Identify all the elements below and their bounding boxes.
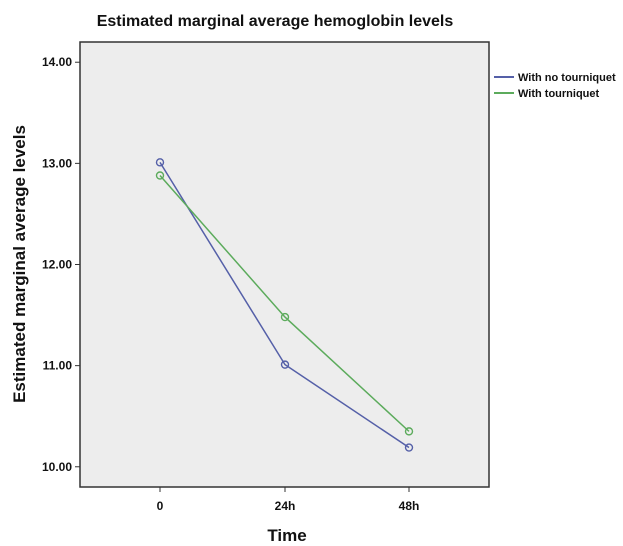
data-point	[155, 158, 165, 167]
y-tick-label: 10.00	[42, 460, 72, 474]
x-axis: 0 24h 48h	[157, 487, 420, 513]
plot-area	[79, 41, 490, 488]
series-layer	[155, 158, 414, 452]
x-tick-label: 48h	[399, 499, 420, 513]
data-point	[404, 443, 414, 452]
series-line-2	[159, 175, 410, 432]
y-tick-label: 13.00	[42, 156, 72, 170]
legend-label: With no tourniquet	[518, 72, 616, 84]
y-axis-title: Estimated marginal average levels	[10, 125, 29, 403]
x-tick-label: 0	[157, 499, 164, 513]
x-tick-label: 24h	[275, 499, 296, 513]
x-axis-title: Time	[267, 526, 306, 545]
y-tick-label: 12.00	[42, 258, 72, 272]
data-point	[155, 171, 165, 180]
y-axis: 10.00 11.00 12.00 13.00 14.00	[42, 55, 80, 474]
data-point	[404, 427, 414, 436]
y-tick-label: 11.00	[43, 359, 73, 373]
data-point	[280, 360, 290, 369]
legend: With no tourniquet With tourniquet	[494, 72, 616, 100]
series-line-1	[159, 161, 410, 449]
data-point	[280, 312, 290, 322]
y-tick-label: 14.00	[42, 55, 72, 69]
chart-title: Estimated marginal average hemoglobin le…	[97, 13, 454, 30]
legend-label: With tourniquet	[518, 88, 599, 100]
